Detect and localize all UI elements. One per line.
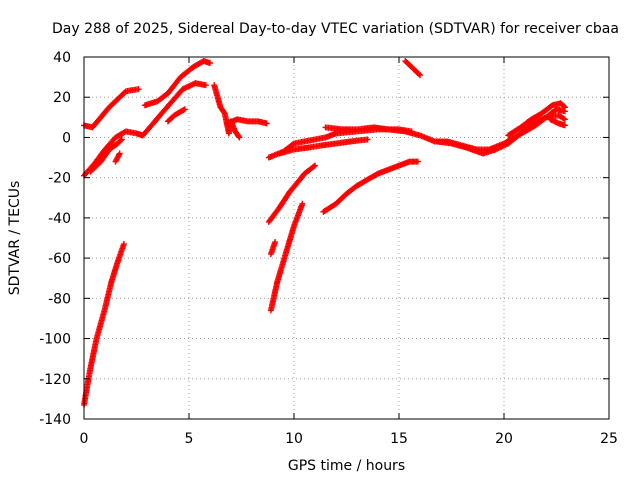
data-point xyxy=(561,116,568,123)
y-tick-label: -80 xyxy=(48,291,71,307)
series-arc-14 xyxy=(267,239,279,258)
series-arc-8 xyxy=(165,106,188,125)
series-arc-7 xyxy=(141,58,213,109)
series-arc-6 xyxy=(139,80,209,139)
data-point xyxy=(116,150,123,157)
series-arc-12 xyxy=(265,162,318,225)
data-point xyxy=(181,106,188,113)
data-point xyxy=(310,163,317,170)
data-point xyxy=(414,158,421,165)
x-tick-label: 25 xyxy=(600,431,618,447)
data-marks xyxy=(81,58,568,408)
axis-ticks: 0 5 10 15 20 25 -140 -120 -100 -80 -60 -40 -20 0 20 40 xyxy=(39,50,618,447)
data-point xyxy=(120,241,127,248)
data-point xyxy=(561,104,568,111)
data-point xyxy=(560,103,567,110)
plot-frame xyxy=(83,56,610,420)
data-point xyxy=(312,162,318,169)
series-arc-5 xyxy=(112,150,123,165)
data-point xyxy=(202,82,209,89)
series-arc-15 xyxy=(276,136,371,157)
x-axis-label: GPS time / hours xyxy=(288,458,405,474)
data-point xyxy=(236,134,243,141)
chart-title: Day 288 of 2025, Sidereal Day-to-day VTE… xyxy=(52,21,619,37)
grid xyxy=(84,57,609,419)
series-arc-21 xyxy=(402,58,423,79)
series-arc-13 xyxy=(267,200,306,314)
x-tick-label: 15 xyxy=(390,431,408,447)
y-tick-label: -40 xyxy=(48,211,71,227)
series-arc-2 xyxy=(81,128,146,179)
series-arc-10 xyxy=(223,116,270,127)
data-point xyxy=(415,71,422,78)
data-point xyxy=(220,109,227,116)
y-tick-label: -100 xyxy=(39,332,71,348)
data-point xyxy=(235,133,242,140)
data-point xyxy=(364,136,371,143)
series-arc-20 xyxy=(547,116,568,129)
y-tick-label: 0 xyxy=(62,130,71,146)
data-point xyxy=(117,137,124,144)
series-arc-4 xyxy=(87,136,125,175)
series-arc-3 xyxy=(81,86,142,131)
x-tick-label: 5 xyxy=(185,431,194,447)
data-point xyxy=(118,136,125,143)
y-tick-label: -120 xyxy=(39,372,71,388)
y-tick-label: 20 xyxy=(53,90,71,106)
series-arc-16 xyxy=(320,158,421,215)
data-point xyxy=(560,115,567,122)
x-tick-label: 10 xyxy=(285,431,303,447)
x-tick-label: 0 xyxy=(80,431,89,447)
y-tick-label: -20 xyxy=(48,171,71,187)
data-point xyxy=(135,86,142,93)
data-point xyxy=(299,200,306,207)
series-arc-9 xyxy=(211,82,243,141)
data-point xyxy=(417,72,423,79)
x-tick-label: 20 xyxy=(495,431,513,447)
y-axis-label: SDTVAR / TECUs xyxy=(7,181,23,296)
series-arc-19 xyxy=(505,100,568,139)
data-point xyxy=(561,122,568,129)
y-tick-label: -140 xyxy=(39,412,71,428)
data-point xyxy=(272,239,279,246)
data-point xyxy=(207,60,213,67)
y-tick-label: -60 xyxy=(48,251,71,267)
data-point xyxy=(263,120,270,127)
series-arc-1 xyxy=(81,241,127,408)
y-tick-label: 40 xyxy=(53,50,71,66)
